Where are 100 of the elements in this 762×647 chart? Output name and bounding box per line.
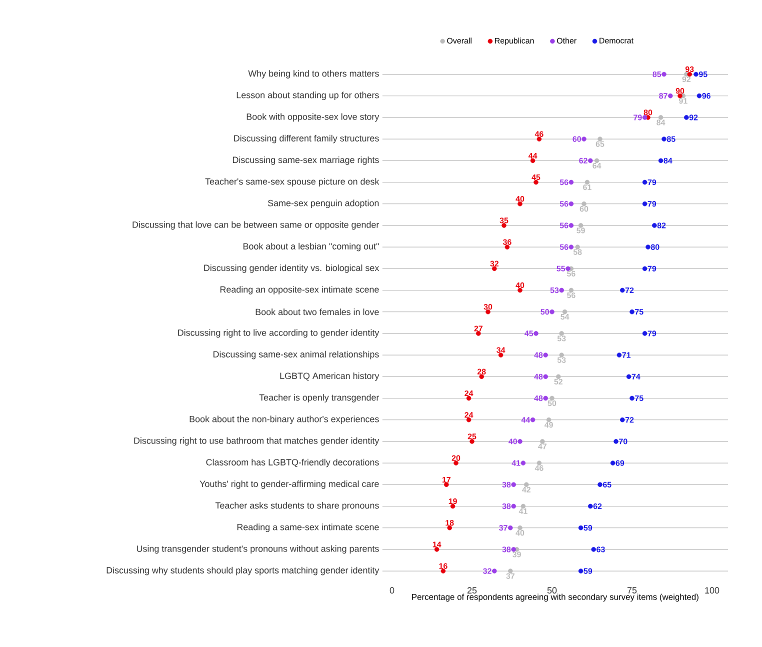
point <box>520 460 526 466</box>
y-tick-label: Reading a same-sex intimate scene <box>237 524 379 532</box>
point <box>652 223 657 228</box>
y-tick-label: Discussing right to use bathroom that matches gender identity <box>134 437 380 446</box>
point <box>450 504 456 509</box>
point <box>434 547 440 552</box>
y-tick-label: LGBTQ American history <box>280 372 380 381</box>
y-tick-label: Using transgender student's pronouns without asking parents <box>136 545 379 554</box>
point <box>568 244 574 250</box>
y-tick-label: Book about a lesbian "coming out" <box>243 242 379 252</box>
y-tick-label: Teacher asks students to share pronouns <box>215 502 379 510</box>
point <box>508 525 513 530</box>
point <box>559 352 564 358</box>
y-tick-label: Teacher is openly transgender <box>259 394 380 402</box>
y-tick-label: Reading an opposite-sex intimate scene <box>220 286 379 294</box>
point <box>504 244 510 250</box>
point <box>559 288 564 293</box>
point <box>658 158 664 164</box>
y-tick-label: Discussing same-sex marriage rights <box>232 156 379 165</box>
point <box>568 288 574 293</box>
point <box>479 374 484 380</box>
y-tick-label: Teacher's same-sex spouse picture on desk <box>205 178 380 186</box>
point <box>440 568 446 574</box>
point <box>518 288 522 293</box>
point <box>598 136 602 142</box>
point <box>562 309 568 314</box>
y-tick-label: Book about two females in love <box>256 308 379 316</box>
point <box>626 374 632 380</box>
point <box>502 223 506 228</box>
point <box>642 201 648 206</box>
point <box>559 331 564 336</box>
point <box>610 460 616 466</box>
point <box>668 93 673 98</box>
point <box>543 396 548 401</box>
point <box>642 115 648 120</box>
point <box>530 158 536 164</box>
point <box>642 180 648 185</box>
y-tick-label: Classroom has LGBTQ-friendly decorations <box>206 458 379 468</box>
point <box>620 417 625 422</box>
point <box>492 266 497 272</box>
point <box>620 288 625 293</box>
point <box>591 547 596 552</box>
point <box>696 93 702 98</box>
point <box>582 136 586 142</box>
point <box>588 158 593 164</box>
y-tick-label: Discussing same-sex animal relationships <box>214 350 379 360</box>
y-tick-label: Discussing gender identity vs. biological sex <box>204 264 380 273</box>
y-tick-label: Book with opposite-sex love story <box>246 113 380 122</box>
point <box>662 72 666 77</box>
x-axis-title: Percentage of respondents agreeing with secondary survey items (weighted) <box>412 594 698 602</box>
y-tick-label: Discussing why students should play sports matching gender identity <box>106 566 380 576</box>
x-tick-label: 50 <box>547 587 557 594</box>
x-tick-label: 100 <box>705 587 720 594</box>
point <box>546 417 552 422</box>
point <box>598 482 602 488</box>
point <box>568 180 574 185</box>
point <box>476 331 481 336</box>
y-tick-label: Lesson about standing up for others <box>236 92 379 100</box>
point <box>694 72 698 77</box>
point <box>534 331 538 336</box>
point <box>642 266 648 272</box>
point <box>578 223 584 228</box>
y-tick-label: Why being kind to others matters <box>248 70 379 78</box>
point <box>536 136 542 142</box>
point <box>684 115 689 120</box>
y-tick-label: Book about the non-binary author's experiences <box>190 416 379 424</box>
point <box>498 352 504 358</box>
y-tick-label: Discussing that love can be between same or opposite gender <box>132 221 380 230</box>
point <box>534 180 538 185</box>
point <box>630 396 634 401</box>
point <box>578 568 584 574</box>
point <box>492 568 497 574</box>
point <box>582 201 586 206</box>
point <box>575 244 580 250</box>
point <box>444 482 449 488</box>
point <box>454 460 458 466</box>
point <box>550 309 554 314</box>
point <box>658 115 664 120</box>
x-tick-label: 25 <box>467 587 477 594</box>
y-tick-label: Youths' right to gender-affirming medical care <box>200 480 379 489</box>
point <box>630 309 634 314</box>
point <box>466 396 472 401</box>
point <box>584 180 590 185</box>
point <box>568 223 574 228</box>
point <box>543 374 548 380</box>
point <box>508 568 513 574</box>
point <box>470 439 474 444</box>
x-tick-label: 0 <box>390 587 394 594</box>
point <box>536 460 542 466</box>
point <box>550 396 554 401</box>
y-tick-label: Discussing right to live according to gender identity <box>178 329 380 338</box>
point <box>614 439 618 444</box>
point <box>543 352 548 358</box>
y-tick-label: Discussing different family structures <box>234 134 379 144</box>
point <box>646 244 650 250</box>
point <box>568 201 574 206</box>
point <box>518 439 522 444</box>
point <box>578 525 584 530</box>
y-tick-label: Same-sex penguin adoption <box>268 200 379 208</box>
point <box>518 525 522 530</box>
